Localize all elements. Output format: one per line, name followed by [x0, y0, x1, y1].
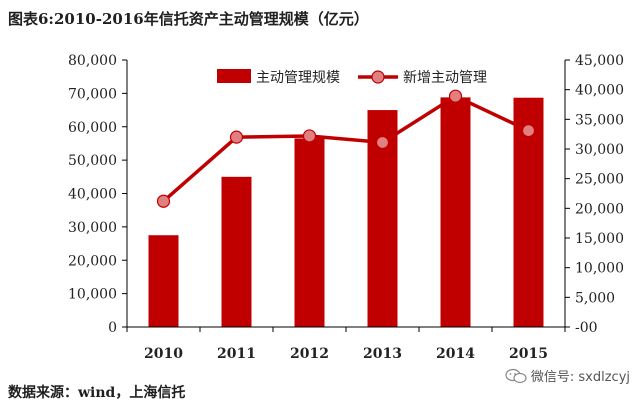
bar — [221, 176, 252, 327]
x-tick-label: 2013 — [363, 346, 402, 362]
left-tick-label: 20,000 — [68, 253, 117, 269]
bar — [148, 235, 179, 327]
line-point — [302, 129, 317, 143]
right-tick-label: 35,000 — [575, 112, 624, 128]
x-tick-label: 2011 — [217, 346, 256, 362]
left-tick-label: 10,000 — [68, 287, 117, 303]
chart-title: 图表6:2010-2016年信托资产主动管理规模（亿元） — [8, 10, 369, 28]
x-tick-label: 2012 — [290, 346, 329, 362]
right-tick-label: 45,000 — [575, 53, 624, 69]
left-tick-label: 40,000 — [68, 187, 117, 203]
legend: 主动管理规模 新增主动管理 — [217, 69, 487, 86]
line-path — [162, 94, 530, 203]
right-tick-label: 40,000 — [575, 83, 624, 99]
left-tick-label: 50,000 — [68, 153, 117, 169]
bar — [294, 138, 325, 327]
line-series — [156, 89, 536, 208]
right-tick-label: -00 — [575, 320, 598, 336]
right-tick-label: 25,000 — [575, 172, 624, 188]
right-tick-label: 20,000 — [575, 201, 624, 217]
right-tick-label: 15,000 — [575, 231, 624, 247]
legend-bar-swatch — [217, 69, 251, 83]
x-tick-label: 2010 — [144, 346, 183, 362]
legend-line-marker — [371, 70, 385, 84]
line-point — [229, 130, 244, 144]
bar — [440, 97, 471, 327]
source-note: 数据来源：wind，上海信托 — [8, 385, 186, 401]
line-point — [521, 124, 536, 138]
left-tick-label: 80,000 — [68, 53, 117, 69]
left-tick-label: 30,000 — [68, 220, 117, 236]
wechat-icon — [505, 368, 527, 383]
watermark-text: 微信号: sxdlzcyj — [530, 370, 630, 385]
right-tick-label: 5,000 — [575, 290, 615, 306]
legend-line-label: 新增主动管理 — [403, 70, 487, 86]
right-tick-label: 10,000 — [575, 261, 624, 277]
line-point — [448, 89, 463, 103]
left-tick-label: 0 — [108, 320, 117, 336]
left-axis-ticks: 0 10,000 20,000 30,000 40,000 50,000 60,000 70,… — [68, 53, 127, 336]
line-point — [375, 135, 390, 150]
bar-series — [148, 97, 544, 328]
wechat-watermark: 微信号: sxdlzcyj — [505, 366, 630, 385]
legend-bar-label: 主动管理规模 — [256, 70, 340, 86]
left-tick-label: 70,000 — [68, 86, 117, 102]
x-tick-label: 2014 — [436, 346, 475, 362]
right-axis-ticks: -00 5,000 10,000 15,000 20,000 25,000 30,000 35… — [565, 53, 624, 336]
left-tick-label: 60,000 — [68, 120, 117, 136]
x-tick-label: 2015 — [509, 346, 548, 362]
x-axis-labels: 2010 2011 2012 2013 2014 2015 — [144, 346, 548, 362]
line-point — [156, 194, 171, 208]
right-tick-label: 30,000 — [575, 142, 624, 158]
axes — [126, 60, 566, 332]
